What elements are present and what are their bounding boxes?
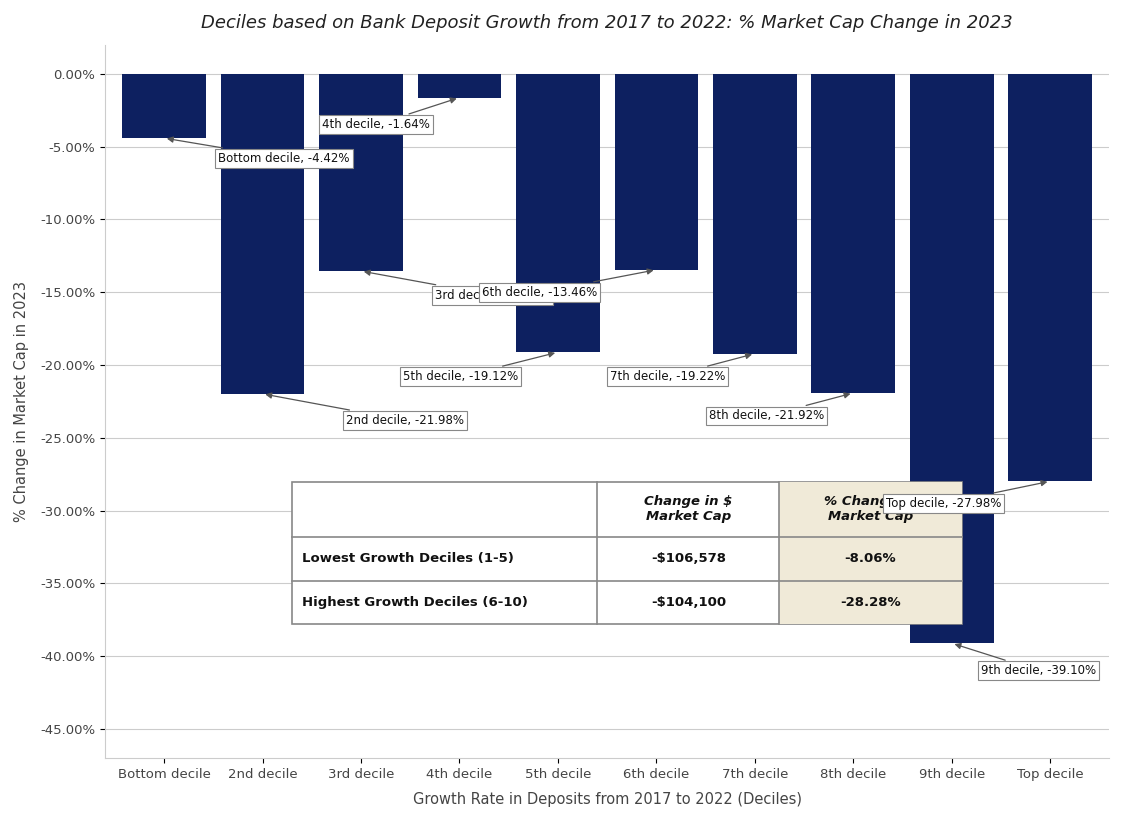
Text: % Change in
Market Cap: % Change in Market Cap xyxy=(824,495,916,523)
Y-axis label: % Change in Market Cap in 2023: % Change in Market Cap in 2023 xyxy=(14,281,29,522)
Bar xyxy=(221,74,304,394)
Text: Lowest Growth Deciles (1-5): Lowest Growth Deciles (1-5) xyxy=(302,553,514,565)
Text: 6th decile, -13.46%: 6th decile, -13.46% xyxy=(482,269,653,299)
X-axis label: Growth Rate in Deposits from 2017 to 2022 (Deciles): Growth Rate in Deposits from 2017 to 202… xyxy=(412,792,801,807)
Bar xyxy=(909,74,994,643)
Text: 5th decile, -19.12%: 5th decile, -19.12% xyxy=(403,352,553,383)
Bar xyxy=(811,74,895,393)
Text: Top decile, -27.98%: Top decile, -27.98% xyxy=(886,480,1046,510)
Text: 9th decile, -39.10%: 9th decile, -39.10% xyxy=(956,644,1097,677)
Bar xyxy=(780,482,961,624)
Text: Change in $
Market Cap: Change in $ Market Cap xyxy=(645,495,733,523)
Bar xyxy=(292,482,961,624)
Text: Highest Growth Deciles (6-10): Highest Growth Deciles (6-10) xyxy=(302,596,527,609)
Text: -$104,100: -$104,100 xyxy=(650,596,726,609)
Title: Deciles based on Bank Deposit Growth from 2017 to 2022: % Market Cap Change in 2: Deciles based on Bank Deposit Growth fro… xyxy=(202,14,1013,32)
Text: 7th decile, -19.22%: 7th decile, -19.22% xyxy=(610,354,751,383)
Bar xyxy=(319,74,402,271)
Text: 2nd decile, -21.98%: 2nd decile, -21.98% xyxy=(267,393,464,427)
Bar xyxy=(516,74,600,352)
Text: -$106,578: -$106,578 xyxy=(651,553,726,565)
Text: Bottom decile, -4.42%: Bottom decile, -4.42% xyxy=(168,137,349,165)
Bar xyxy=(1009,74,1092,481)
Text: -8.06%: -8.06% xyxy=(845,553,896,565)
Bar xyxy=(713,74,797,354)
Bar xyxy=(418,74,502,98)
Text: 3rd decile, -13.55%: 3rd decile, -13.55% xyxy=(365,270,550,301)
Text: -28.28%: -28.28% xyxy=(841,596,900,609)
Bar xyxy=(122,74,206,138)
Bar xyxy=(614,74,699,270)
Text: 4th decile, -1.64%: 4th decile, -1.64% xyxy=(322,98,455,131)
Text: 8th decile, -21.92%: 8th decile, -21.92% xyxy=(709,393,850,423)
